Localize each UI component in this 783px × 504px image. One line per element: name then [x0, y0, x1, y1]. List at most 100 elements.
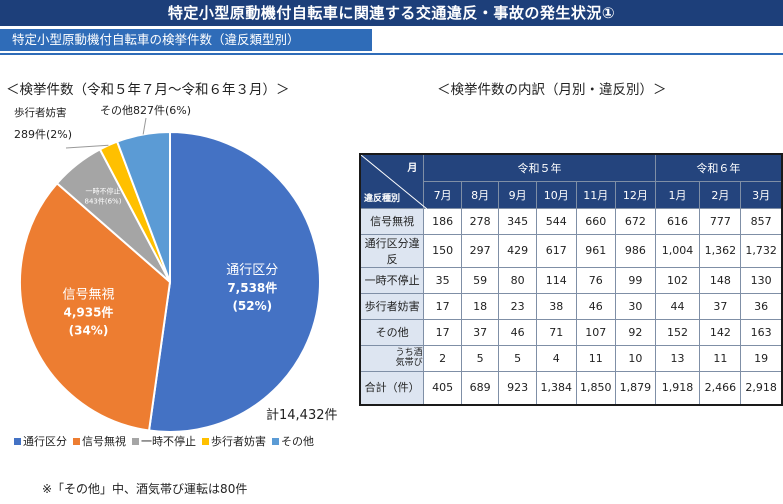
pie-slice	[147, 130, 321, 433]
table-row: 信号無視 186 278 345 544 660 672 616 777 857	[359, 207, 783, 235]
table-cell: 544	[535, 207, 577, 235]
table-cell: 163	[740, 318, 783, 346]
total-row: 合計（件） 405 689 923 1,384 1,850 1,879 1,918 2,466 2…	[359, 370, 783, 406]
table-cell: 30	[615, 292, 656, 320]
leader-line	[142, 117, 147, 135]
row-header: 通行区分違反	[359, 233, 425, 268]
table-cell: 59	[460, 266, 500, 294]
total-cell: 1,879	[615, 370, 656, 406]
row-header: その他	[359, 318, 425, 346]
table-cell: 5	[498, 344, 537, 372]
table-row: うち酒気帯び 2 5 5 4 11 10 13 11 19	[359, 344, 783, 372]
table-cell: 114	[535, 266, 577, 294]
legend-item: 信号無視	[73, 433, 126, 449]
total-cell: 1,918	[654, 370, 701, 406]
table-cell: 130	[740, 266, 783, 294]
month-header: 8月	[460, 180, 500, 209]
table-cell: 1,362	[699, 233, 742, 268]
table-cell: 13	[654, 344, 701, 372]
table-cell: 617	[535, 233, 577, 268]
legend-item: 通行区分	[14, 433, 67, 449]
slice-count-label: 843件(6%)	[85, 196, 122, 205]
legend-label: 通行区分	[23, 435, 67, 448]
legend-item: その他	[272, 433, 314, 449]
total-cell: 405	[423, 370, 462, 406]
table-cell: 11	[699, 344, 742, 372]
table-cell: 148	[699, 266, 742, 294]
month-header: 1月	[654, 180, 701, 209]
table-cell: 142	[699, 318, 742, 346]
table-cell: 107	[575, 318, 617, 346]
table-cell: 36	[740, 292, 783, 320]
table-cell: 80	[498, 266, 537, 294]
table-cell: 46	[498, 318, 537, 346]
table-cell: 38	[535, 292, 577, 320]
corner-type-label: 違反種別	[364, 193, 401, 204]
total-cell: 689	[460, 370, 500, 406]
total-cell: 923	[498, 370, 537, 406]
table-cell: 616	[654, 207, 701, 235]
pie-chart: 通行区分 7,538件 (52%) 信号無視 4,935件 (34%) 一時不停止843件(…	[14, 104, 321, 433]
row-header: 一時不停止	[359, 266, 425, 294]
year-header-r6: 令和６年	[654, 153, 783, 182]
table-cell: 961	[575, 233, 617, 268]
table-cell: 37	[460, 318, 500, 346]
table-cell: 35	[423, 266, 462, 294]
table-cell: 11	[575, 344, 617, 372]
table-cell: 986	[615, 233, 656, 268]
table-cell: 17	[423, 292, 462, 320]
table-cell: 18	[460, 292, 500, 320]
month-header: 10月	[535, 180, 577, 209]
legend-swatch	[73, 437, 80, 445]
legend-label: 一時不停止	[141, 435, 196, 448]
table-cell: 150	[423, 233, 462, 268]
legend-label: 歩行者妨害	[211, 435, 266, 448]
table-cell: 4	[535, 344, 577, 372]
total-cell: 2,466	[699, 370, 742, 406]
table-cell: 37	[699, 292, 742, 320]
pie-chart-title: ＜検挙件数（令和５年７月～令和６年３月）＞	[6, 82, 290, 98]
pedestrian-count-label: 289件(2%)	[14, 128, 72, 141]
table-row: 通行区分違反 150 297 429 617 961 986 1,004 1,362 1,732	[359, 233, 783, 268]
month-header: 2月	[699, 180, 742, 209]
corner-diagonal	[361, 155, 427, 209]
slice-pct-label: (34%)	[69, 323, 109, 337]
table-cell: 2	[423, 344, 462, 372]
other-label: その他827件(6%)	[100, 104, 191, 117]
table-cell: 345	[498, 207, 537, 235]
month-header: 7月	[423, 180, 462, 209]
corner-month-label: 月	[407, 163, 418, 174]
monthly-violation-table: 月 違反種別 令和５年 令和６年 7月 8月 9月 10月 11月 12月 1月 2月 3月 信…	[359, 153, 783, 406]
table-cell: 17	[423, 318, 462, 346]
year-header-r5: 令和５年	[423, 153, 656, 182]
leader-line	[65, 144, 109, 149]
table-title: ＜検挙件数の内訳（月別・違反別）＞	[437, 82, 667, 98]
table-cell: 102	[654, 266, 701, 294]
slice-count-label: 7,538件	[227, 280, 277, 295]
table-cell: 672	[615, 207, 656, 235]
table-cell: 44	[654, 292, 701, 320]
table-cell: 297	[460, 233, 500, 268]
total-cell: 1,384	[535, 370, 577, 406]
legend-label: 信号無視	[82, 435, 126, 448]
table-cell: 10	[615, 344, 656, 372]
pie-legend: 通行区分 信号無視 一時不停止 歩行者妨害 その他	[14, 433, 314, 449]
subtitle-underline	[0, 53, 783, 55]
slice-name-label: 通行区分	[226, 263, 278, 278]
table-cell: 46	[575, 292, 617, 320]
legend-item: 一時不停止	[132, 433, 196, 449]
table-cell: 5	[460, 344, 500, 372]
table-cell: 186	[423, 207, 462, 235]
slice-count-label: 4,935件	[63, 304, 113, 319]
slice-pct-label: (52%)	[232, 299, 272, 313]
legend-swatch	[132, 437, 139, 445]
table-cell: 429	[498, 233, 537, 268]
legend-swatch	[14, 437, 21, 445]
month-header: 9月	[498, 180, 537, 209]
total-row-header: 合計（件）	[359, 370, 425, 406]
table-row: その他 17 37 46 71 107 92 152 142 163	[359, 318, 783, 346]
table-cell: 99	[615, 266, 656, 294]
month-header: 11月	[575, 180, 617, 209]
legend-item: 歩行者妨害	[202, 433, 266, 449]
table-cell: 19	[740, 344, 783, 372]
